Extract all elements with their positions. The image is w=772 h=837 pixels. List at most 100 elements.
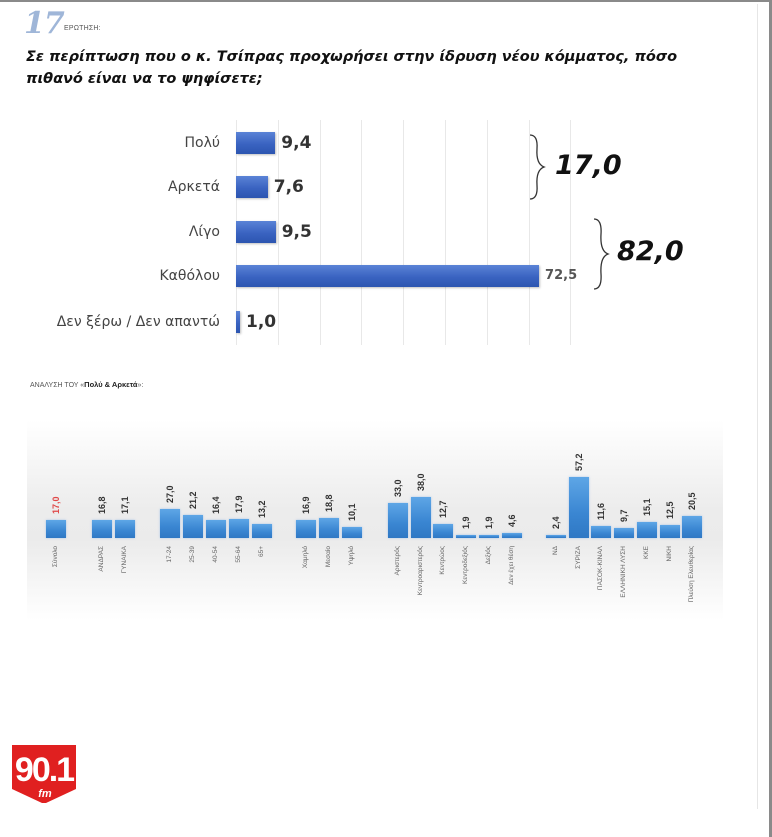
bar [319, 517, 339, 538]
value-label: 9,7 [619, 509, 629, 522]
gridline [445, 120, 446, 345]
breakdown-title: ΑΝΑΛΥΣΗ ΤΟΥ «Πολύ & Αρκετά»: [30, 380, 143, 389]
value-label: 12,7 [438, 500, 448, 519]
value-label: 72,5 [545, 268, 578, 283]
category-label: Πολύ [184, 135, 220, 151]
category-label: Κεντροαριστερός [417, 546, 424, 596]
bar [236, 265, 540, 287]
value-label: 15,1 [642, 498, 652, 516]
value-label: 9,4 [281, 133, 312, 153]
svg-text:90.1: 90.1 [15, 751, 74, 789]
category-label: Κεντροδεξιός [462, 546, 469, 584]
frame-inner-line [757, 4, 758, 809]
bar [236, 221, 276, 243]
bar [160, 509, 180, 538]
bar [569, 476, 589, 538]
value-label: 27,0 [165, 485, 175, 504]
value-label: 18,8 [324, 494, 334, 512]
bar [591, 525, 611, 538]
breakdown-title-suffix: »: [137, 382, 144, 389]
bar [682, 516, 702, 538]
bar [388, 502, 408, 538]
frame-top-border [0, 0, 772, 2]
curly-brace-icon [593, 218, 610, 290]
category-label: Μεσαίο [325, 546, 332, 568]
bar [92, 520, 112, 538]
svg-text:fm: fm [38, 788, 52, 800]
value-label: 12,5 [665, 501, 675, 519]
bar [183, 515, 203, 538]
bar [502, 533, 522, 538]
gridline [570, 120, 572, 345]
category-label: Καθόλου [159, 268, 221, 284]
bar [296, 519, 316, 538]
bar [546, 535, 566, 538]
category-label: Δεν έχει θέση [508, 546, 515, 585]
category-label: ΓΥΝΑΙΚΑ [121, 546, 128, 574]
gridline [277, 120, 279, 345]
bar [229, 518, 249, 538]
value-label: 1,9 [461, 516, 471, 529]
breakdown-title-prefix: ΑΝΑΛΥΣΗ ΤΟΥ « [30, 382, 85, 389]
bar [411, 497, 431, 538]
value-label: 13,2 [257, 500, 267, 518]
bar [433, 524, 453, 538]
value-label: 16,4 [211, 496, 221, 515]
category-label: ΑΝΔΡΑΣ [98, 546, 105, 572]
bar [614, 527, 634, 538]
question-number: 17 [24, 6, 65, 41]
value-label: 11,6 [596, 502, 606, 520]
bar [479, 535, 499, 538]
category-label: 17-24 [166, 546, 173, 563]
group-total-label: 17,0 [555, 150, 622, 181]
value-label: 9,5 [281, 222, 312, 242]
value-label: 10,1 [347, 503, 357, 522]
value-label: 16,8 [97, 496, 107, 515]
category-label: Χαμηλό [302, 546, 309, 569]
category-label: 25-39 [189, 546, 196, 563]
gridline [486, 120, 488, 345]
gridline [403, 120, 405, 345]
bar [456, 535, 476, 538]
group-total-label: 82,0 [617, 236, 684, 267]
frame-right-border [769, 0, 772, 837]
category-label: Δεν ξέρω / Δεν απαντώ [56, 314, 220, 330]
value-label: 57,2 [574, 453, 584, 471]
category-label: 40-54 [212, 546, 219, 563]
value-label: 21,2 [188, 491, 198, 510]
category-label: Δεξιός [485, 546, 492, 565]
value-label: 20,5 [687, 492, 697, 511]
curly-brace-icon [529, 134, 546, 200]
value-label: 16,9 [301, 496, 311, 514]
bar [342, 527, 362, 538]
bar [115, 519, 135, 538]
value-label: 2,4 [551, 516, 561, 529]
question-label: ΕΡΩΤΗΣΗ: [64, 25, 101, 32]
category-label: ΚΚΕ [643, 546, 650, 560]
value-label: 7,6 [273, 177, 304, 197]
gridline [319, 120, 321, 345]
category-label: ΝΙΚΗ [666, 546, 673, 562]
category-label: Αρκετά [168, 179, 220, 195]
gridline [361, 120, 363, 345]
category-label: Πλεύση Ελευθερίας [688, 546, 695, 603]
category-label: Λίγο [188, 224, 220, 240]
category-label: ΣΥΡΙΖΑ [575, 546, 582, 569]
radio-901fm-logo: 90.1 fm [12, 745, 76, 803]
value-label: 4,6 [507, 514, 517, 528]
bar [236, 132, 276, 154]
bar [660, 524, 680, 538]
category-label: 55-64 [235, 546, 242, 563]
category-label: ΠΑΣΟΚ-ΚΙΝΑΛ [597, 546, 604, 591]
value-label: 38,0 [416, 473, 426, 492]
category-label: Υψηλό [348, 546, 355, 566]
value-label: 33,0 [393, 479, 403, 497]
breakdown-title-bold: Πολύ & Αρκετά [84, 380, 138, 389]
value-label: 17,1 [120, 496, 130, 514]
category-label: ΕΛΛΗΝΙΚΗ ΛΥΣΗ [620, 546, 627, 598]
category-label: Σύνολο [52, 546, 59, 568]
bar [46, 519, 66, 538]
bar [236, 311, 240, 333]
bar [252, 523, 272, 538]
value-label: 17,0 [51, 496, 61, 514]
